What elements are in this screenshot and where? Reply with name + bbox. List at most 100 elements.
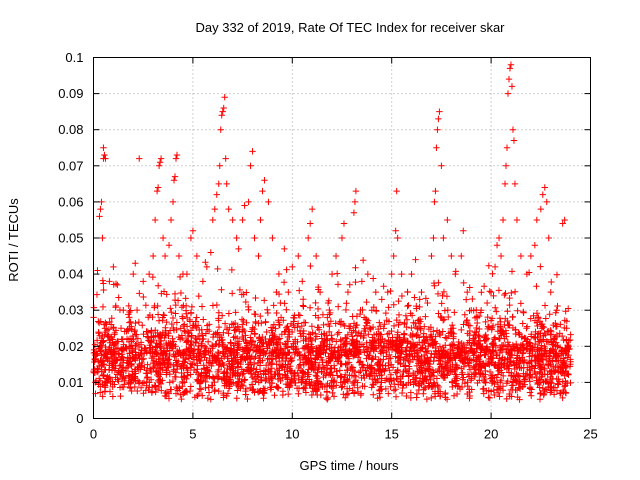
roti-point [340,341,347,349]
roti-point [152,388,159,396]
roti-point [188,341,195,349]
roti-point [119,373,127,381]
roti-point [537,263,544,270]
roti-point [348,329,355,336]
roti-point [493,242,501,249]
roti-point [175,349,182,357]
roti-point [144,334,152,342]
roti-point [275,384,282,391]
roti-point [200,335,207,343]
roti-point [552,364,559,371]
roti-point [537,205,544,213]
y-tick-label: 0.05 [58,231,83,246]
roti-point [178,395,185,403]
roti-point [320,373,327,381]
roti-point [157,380,165,388]
roti-point [161,331,169,338]
roti-point [506,294,513,302]
roti-point [376,362,383,370]
roti-point [490,387,497,394]
roti-point [545,328,552,335]
roti-point [99,357,107,364]
roti-point [221,369,228,377]
roti-point [386,378,393,385]
roti-point [543,377,551,385]
roti-point [241,376,249,383]
roti-point [157,337,164,344]
roti-point [412,323,420,331]
roti-point [259,357,266,364]
roti-point [466,366,474,373]
roti-point [444,359,451,367]
roti-point [219,336,226,343]
roti-point [397,360,404,367]
roti-point [195,292,202,300]
roti-point [475,312,483,320]
roti-point [505,365,512,372]
roti-point [110,360,118,367]
roti-point [319,339,327,347]
roti-point [238,316,246,323]
roti-point [394,234,401,242]
roti-point [304,346,312,353]
roti-point [510,137,518,144]
roti-point [418,288,425,296]
roti-point [216,162,223,169]
roti-point [292,336,299,343]
roti-point [215,309,223,316]
roti-point [162,393,170,400]
roti-point [292,349,299,356]
roti-point [549,346,556,353]
roti-point [380,342,387,350]
roti-point [377,357,384,365]
roti-point [477,352,484,359]
roti-point [153,344,160,351]
roti-point [399,339,406,346]
roti-point [219,343,226,350]
roti-point [521,334,528,342]
roti-point [203,263,211,271]
roti-point [399,384,406,392]
roti-point [232,309,239,316]
roti-point [311,355,319,362]
roti-point [374,375,381,383]
roti-point [342,306,350,314]
roti-point [562,389,569,396]
roti-point [156,158,164,166]
roti-point [149,273,157,281]
roti-point [436,331,444,339]
roti-point [131,326,138,334]
roti-point [247,370,255,377]
roti-point [203,373,211,380]
roti-point [403,381,410,389]
roti-point [111,348,118,356]
roti-point [562,308,569,315]
roti-point [284,384,292,391]
roti-point [384,288,391,296]
roti-point [415,357,422,365]
roti-point [265,366,272,373]
roti-point [502,162,510,169]
roti-point [239,353,246,360]
roti-point [449,342,456,349]
roti-point [232,372,239,380]
roti-point [251,330,259,338]
roti-point [181,328,189,335]
roti-point [123,328,130,335]
roti-point [460,321,467,328]
roti-point [246,384,254,392]
roti-point [501,291,508,299]
roti-point [496,315,504,322]
roti-point [370,380,377,388]
roti-point [265,338,272,346]
roti-point [234,323,241,330]
roti-point [326,322,333,330]
x-tick-label: 15 [384,427,398,442]
roti-point [183,314,191,322]
roti-point [544,383,552,391]
roti-point [338,373,345,380]
roti-point [134,387,141,395]
roti-point [435,348,442,355]
roti-point [352,278,359,286]
